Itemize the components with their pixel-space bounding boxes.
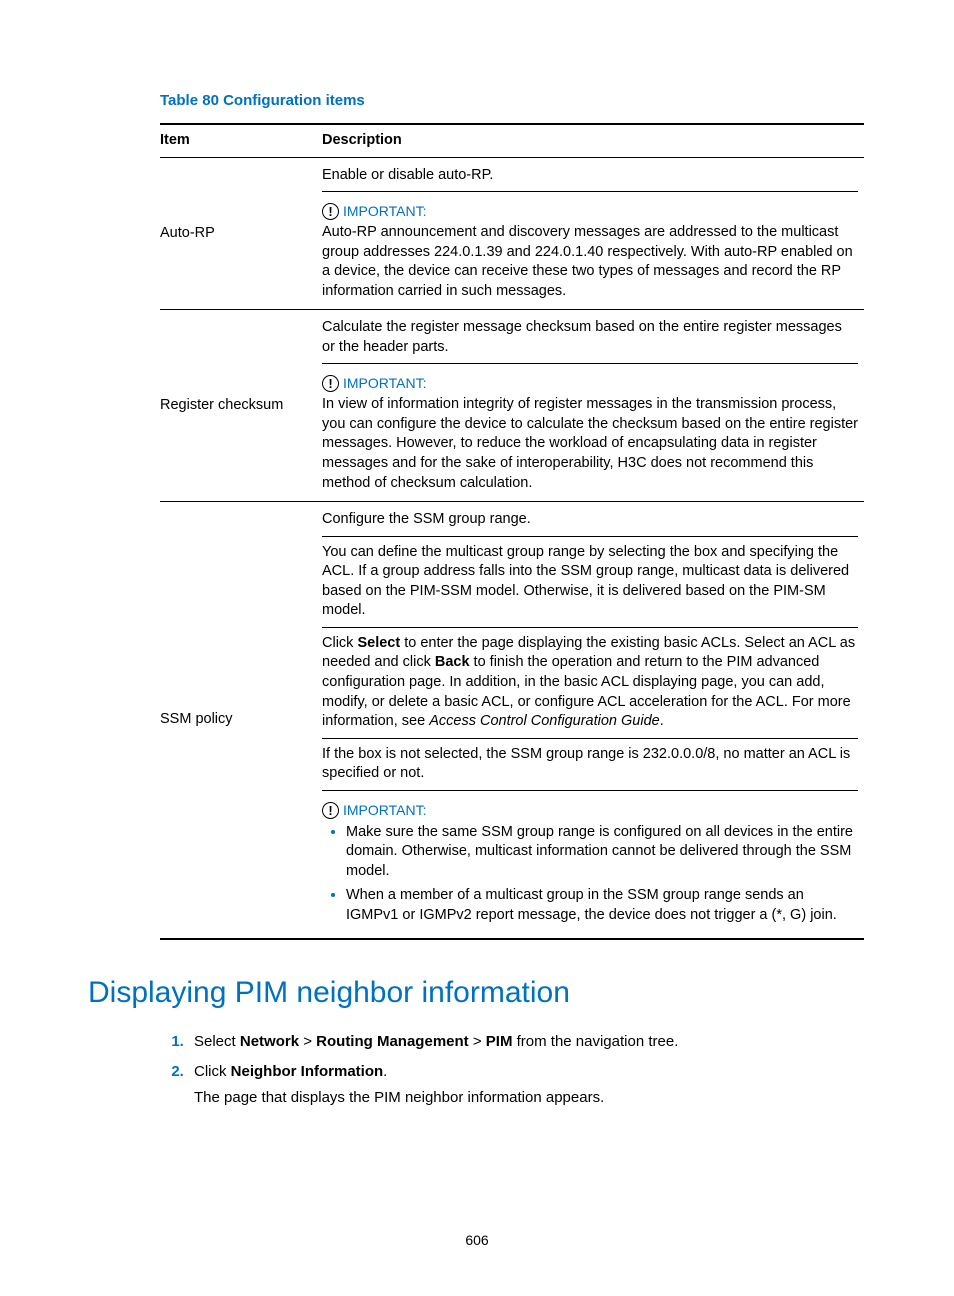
page: Table 80 Configuration items Item Descri… bbox=[0, 0, 954, 1296]
important-body: In view of information integrity of regi… bbox=[322, 395, 858, 493]
important-text-label: IMPORTANT: bbox=[343, 374, 427, 393]
important-label: ! IMPORTANT: bbox=[322, 374, 858, 393]
t: > bbox=[469, 1033, 486, 1050]
t: Access Control Configuration Guide bbox=[429, 713, 660, 729]
important-block: ! IMPORTANT: Auto-RP announcement and di… bbox=[322, 191, 858, 305]
important-icon: ! bbox=[322, 375, 339, 392]
desc-cell: Configure the SSM group range. You can d… bbox=[322, 502, 864, 939]
item-cell: Register checksum bbox=[160, 310, 322, 502]
table-row: SSM policy Configure the SSM group range… bbox=[160, 502, 864, 939]
table-title: Table 80 Configuration items bbox=[160, 92, 866, 109]
table-row: Register checksum Calculate the register… bbox=[160, 310, 864, 502]
t: Select bbox=[194, 1033, 240, 1050]
t: . bbox=[660, 713, 664, 729]
item-cell: SSM policy bbox=[160, 502, 322, 939]
t: PIM bbox=[486, 1033, 513, 1050]
list-item: Make sure the same SSM group range is co… bbox=[346, 822, 858, 882]
step-after: The page that displays the PIM neighbor … bbox=[194, 1086, 866, 1110]
important-label: ! IMPORTANT: bbox=[322, 202, 858, 221]
desc-line: If the box is not selected, the SSM grou… bbox=[322, 738, 858, 788]
important-icon: ! bbox=[322, 802, 339, 819]
t: Select bbox=[357, 635, 400, 651]
important-list: Make sure the same SSM group range is co… bbox=[322, 822, 858, 926]
important-icon: ! bbox=[322, 203, 339, 220]
table-row: Auto-RP Enable or disable auto-RP. ! IMP… bbox=[160, 157, 864, 310]
desc-line: Enable or disable auto-RP. bbox=[322, 162, 858, 190]
important-body: Auto-RP announcement and discovery messa… bbox=[322, 223, 858, 301]
item-cell: Auto-RP bbox=[160, 157, 322, 310]
important-text-label: IMPORTANT: bbox=[343, 801, 427, 820]
page-number: 606 bbox=[0, 1232, 954, 1248]
t: Click bbox=[194, 1063, 231, 1080]
t: Click bbox=[322, 635, 357, 651]
section-heading: Displaying PIM neighbor information bbox=[88, 976, 866, 1010]
t: > bbox=[299, 1033, 316, 1050]
t: Neighbor Information bbox=[231, 1063, 384, 1080]
t: Routing Management bbox=[316, 1033, 469, 1050]
desc-line: Calculate the register message checksum … bbox=[322, 314, 858, 361]
t: . bbox=[383, 1063, 387, 1080]
desc-line: Configure the SSM group range. bbox=[322, 506, 858, 534]
steps-list: Select Network > Routing Management > PI… bbox=[160, 1030, 866, 1110]
col-desc: Description bbox=[322, 124, 864, 157]
important-text-label: IMPORTANT: bbox=[343, 202, 427, 221]
t: from the navigation tree. bbox=[512, 1033, 678, 1050]
desc-line: Click Select to enter the page displayin… bbox=[322, 627, 858, 736]
important-block: ! IMPORTANT: In view of information inte… bbox=[322, 363, 858, 497]
desc-line: You can define the multicast group range… bbox=[322, 536, 858, 625]
important-block: ! IMPORTANT: Make sure the same SSM grou… bbox=[322, 790, 858, 934]
t: Network bbox=[240, 1033, 299, 1050]
important-label: ! IMPORTANT: bbox=[322, 801, 858, 820]
desc-cell: Enable or disable auto-RP. ! IMPORTANT: … bbox=[322, 157, 864, 310]
step-item: Select Network > Routing Management > PI… bbox=[188, 1030, 866, 1054]
desc-cell: Calculate the register message checksum … bbox=[322, 310, 864, 502]
col-item: Item bbox=[160, 124, 322, 157]
step-item: Click Neighbor Information. The page tha… bbox=[188, 1060, 866, 1110]
t: Back bbox=[435, 654, 470, 670]
config-table: Item Description Auto-RP Enable or disab… bbox=[160, 123, 864, 940]
list-item: When a member of a multicast group in th… bbox=[346, 885, 858, 925]
